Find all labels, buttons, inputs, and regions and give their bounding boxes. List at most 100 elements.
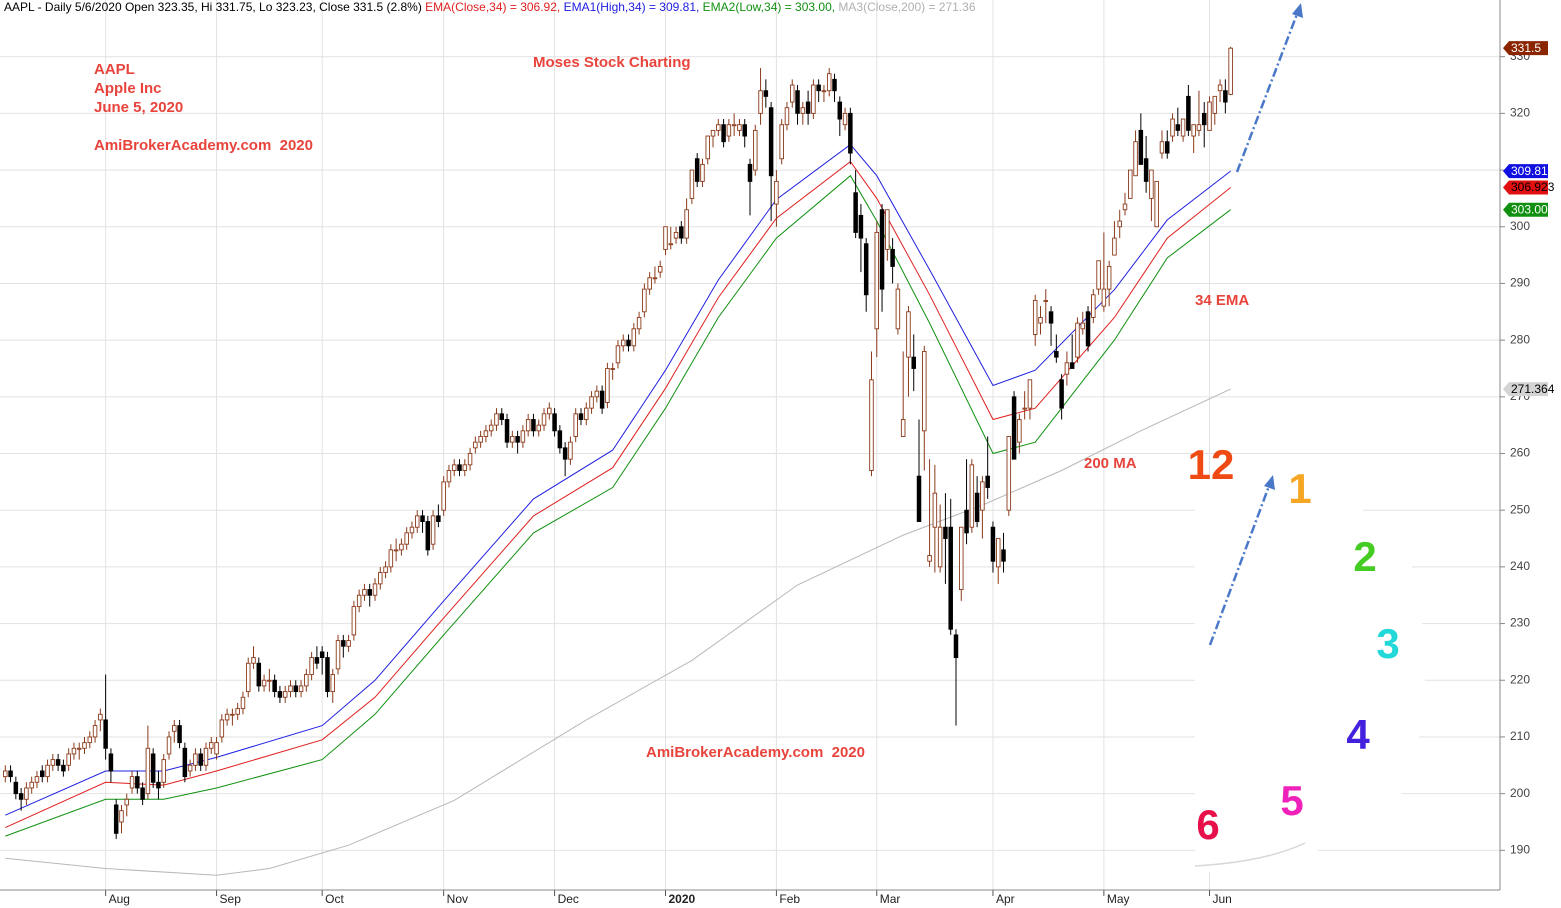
candle-body — [240, 696, 246, 710]
candle-body — [267, 679, 272, 682]
candle-body — [478, 436, 483, 443]
clock-number: 5 — [1280, 777, 1303, 824]
candle-body — [34, 776, 40, 783]
candle-body — [92, 725, 98, 738]
candle-body — [98, 713, 103, 721]
candle-body — [61, 764, 66, 772]
candle-body — [3, 770, 8, 778]
candle-body — [113, 804, 119, 834]
candle-body — [753, 129, 758, 171]
candle-body — [1006, 436, 1012, 511]
x-tick-label: Dec — [558, 892, 579, 906]
candle-body — [879, 209, 885, 290]
candle-body — [1048, 311, 1054, 324]
clock-backdrop — [1195, 474, 1425, 872]
candle-body — [1080, 322, 1085, 330]
candle-body — [626, 339, 631, 347]
annotation: 34 EMA — [1195, 292, 1249, 309]
y-tick-label: 230 — [1510, 616, 1530, 630]
candle-body — [1159, 141, 1165, 154]
candle-body — [842, 112, 848, 126]
candle-body — [1054, 351, 1059, 358]
candle-body — [277, 691, 283, 698]
candle-body — [425, 521, 431, 551]
candle-body — [1138, 129, 1144, 165]
candle-body — [87, 736, 93, 744]
price-tag — [1503, 180, 1548, 195]
candle-body — [779, 124, 784, 160]
candle-body — [742, 124, 747, 137]
candle-body — [314, 657, 320, 664]
candle-body — [599, 390, 605, 409]
annotation: Moses Stock Charting — [533, 54, 691, 71]
candle-body — [362, 589, 367, 596]
candle-body — [76, 747, 82, 750]
candle-body — [193, 753, 198, 766]
candle-body — [647, 277, 652, 290]
candle-body — [1011, 396, 1017, 460]
candle-body — [853, 192, 858, 233]
clock-number: 6 — [1196, 801, 1219, 848]
candle-body — [319, 651, 325, 659]
candle-body — [1207, 101, 1212, 131]
candle-body — [1091, 294, 1096, 318]
price-tag-label: 331.5 — [1511, 41, 1541, 55]
candle-body — [515, 436, 520, 443]
candle-body — [922, 351, 927, 432]
candle-body — [166, 736, 172, 755]
candle-body — [1191, 124, 1196, 137]
price-tag-label: 303.001 — [1511, 202, 1555, 216]
candle-body — [557, 430, 563, 449]
candle-body — [1022, 407, 1027, 410]
candle-body — [1149, 169, 1154, 199]
price-tag — [1503, 382, 1548, 397]
candle-body — [584, 407, 589, 420]
candle-body — [372, 583, 378, 596]
candle-body — [415, 515, 420, 528]
candle-body — [214, 742, 219, 755]
candle-body — [995, 538, 1001, 568]
clock-number: 12 — [1188, 441, 1235, 488]
candle-body — [964, 509, 969, 534]
candle-body — [774, 180, 779, 205]
clock-number: 3 — [1376, 620, 1399, 667]
trend-arrows — [1208, 3, 1303, 646]
clock-number: 2 — [1353, 533, 1376, 580]
y-tick-label: 240 — [1510, 559, 1530, 573]
x-tick-label: Nov — [447, 892, 468, 906]
candle-body — [1069, 362, 1075, 369]
candle-body — [172, 725, 177, 732]
candle-body — [726, 124, 732, 137]
candle-body — [1196, 124, 1202, 131]
candle-body — [251, 657, 256, 664]
y-tick-label: 290 — [1510, 276, 1530, 290]
candle-body — [605, 368, 610, 403]
candle-body — [573, 413, 578, 437]
y-tick-label: 260 — [1510, 446, 1530, 460]
candle-body — [18, 793, 24, 800]
candle-body — [615, 345, 621, 364]
candle-body — [140, 787, 145, 800]
y-tick-label: 220 — [1510, 672, 1530, 686]
candle-body — [293, 685, 299, 693]
y-tick-label: 280 — [1510, 332, 1530, 346]
candle-body — [520, 430, 526, 443]
x-tick-label: Sep — [220, 892, 242, 906]
arrow-head — [1264, 475, 1275, 490]
candle-body — [346, 640, 351, 647]
candle-body — [8, 770, 13, 778]
candle-body — [404, 532, 409, 545]
y-tick-label: 300 — [1510, 219, 1530, 233]
candle-body — [1212, 95, 1218, 114]
candle-body — [1017, 419, 1022, 443]
indicator-line — [5, 143, 1231, 816]
candle-body — [187, 764, 193, 772]
y-tick-label: 250 — [1510, 502, 1530, 516]
candle-body — [66, 753, 71, 766]
candle-body — [108, 753, 114, 772]
candle-body — [1064, 362, 1070, 375]
candle-body — [1101, 288, 1107, 307]
annotation: AmiBrokerAcademy.com 2020 — [646, 744, 865, 761]
candle-body — [731, 124, 737, 127]
